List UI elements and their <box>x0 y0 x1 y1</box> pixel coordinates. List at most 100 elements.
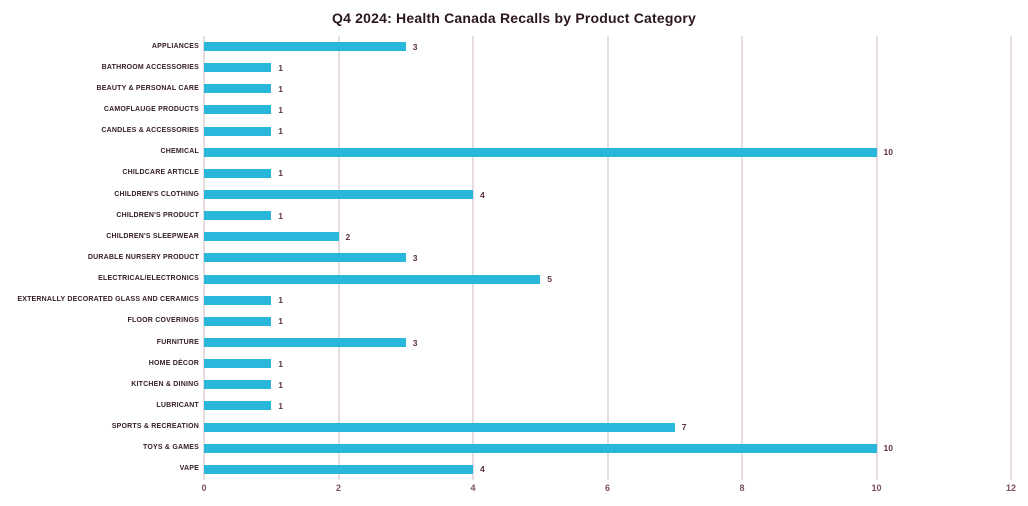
category-label: CHILDCARE ARTICLE <box>122 169 199 177</box>
category-label: CANDLES & ACCESSORIES <box>101 127 199 135</box>
category-label: CHILDREN'S SLEEPWEAR <box>106 232 199 240</box>
bar-row: EXTERNALLY DECORATED GLASS AND CERAMICS 1 <box>17 295 1011 306</box>
bar-row: HOME DÉCOR 1 <box>149 358 1011 369</box>
value-label: 1 <box>278 379 283 390</box>
bar-row: BEAUTY & PERSONAL CARE 1 <box>96 83 1011 94</box>
x-tick-label: 12 <box>1005 483 1017 493</box>
bar-row: CHEMICAL 10 <box>160 147 1011 158</box>
category-label: EXTERNALLY DECORATED GLASS AND CERAMICS <box>17 296 199 304</box>
category-label: FLOOR COVERINGS <box>127 317 199 325</box>
category-label: SPORTS & RECREATION <box>111 423 199 431</box>
category-label: APPLIANCES <box>151 42 199 50</box>
bar-row: APPLIANCES 3 <box>152 41 1011 52</box>
category-label: BATHROOM ACCESSORIES <box>101 63 199 71</box>
bar-row: ELECTRICAL/ELECTRONICS 5 <box>98 274 1011 285</box>
gridline-x-6 <box>606 36 609 480</box>
bar <box>204 253 406 263</box>
value-label: 1 <box>278 358 283 369</box>
bar-row: KITCHEN & DINING 1 <box>131 379 1011 390</box>
chart-title: Q4 2024: Health Canada Recalls by Produc… <box>331 10 696 26</box>
value-label: 10 <box>883 443 893 454</box>
value-label: 4 <box>480 464 485 475</box>
bar <box>204 42 406 52</box>
bar <box>204 126 272 136</box>
category-label: CHILDREN'S PRODUCT <box>116 211 199 219</box>
category-label: ELECTRICAL/ELECTRONICS <box>98 275 199 283</box>
category-label: DURABLE NURSERY PRODUCT <box>87 253 199 261</box>
bar-row: CANDLES & ACCESSORIES 1 <box>101 126 1011 137</box>
bar-row: CHILDREN'S CLOTHING 4 <box>114 189 1011 200</box>
bar <box>204 84 272 94</box>
bar <box>204 338 406 348</box>
x-tick-label: 4 <box>470 483 476 493</box>
bar <box>204 274 541 284</box>
bar <box>204 105 272 115</box>
value-label: 7 <box>681 422 687 433</box>
bar-row: CHILDREN'S PRODUCT 1 <box>116 210 1011 221</box>
bar-row: TOYS & GAMES 10 <box>143 443 1011 454</box>
value-label: 1 <box>278 316 283 327</box>
category-label: FURNITURE <box>156 338 199 346</box>
bar <box>204 380 272 390</box>
x-tick-label: 2 <box>335 483 342 493</box>
value-label: 3 <box>412 252 418 263</box>
value-label: 1 <box>278 62 283 73</box>
value-label: 1 <box>278 126 283 137</box>
bar <box>204 316 272 326</box>
plot-area: APPLIANCES 3 BATHROOM ACCESSORIES 1 BEAUTY &… <box>17 36 1012 480</box>
bar <box>204 147 877 157</box>
category-label: KITCHEN & DINING <box>131 380 199 388</box>
value-label: 10 <box>883 147 893 158</box>
bar-row: DURABLE NURSERY PRODUCT 3 <box>88 252 1011 263</box>
bar-row: CHILDREN'S SLEEPWEAR 2 <box>106 231 1011 242</box>
bar <box>204 464 473 474</box>
bar-row: CAMOFLAUGE PRODUCTS 1 <box>104 104 1011 115</box>
value-label: 2 <box>345 231 351 242</box>
x-tick-label: 6 <box>604 483 611 493</box>
category-label: CHEMICAL <box>160 148 199 156</box>
bar <box>204 401 272 411</box>
bar-row: VAPE 4 <box>180 464 1011 475</box>
value-label: 5 <box>547 274 552 285</box>
bar-row: CHILDCARE ARTICLE 1 <box>122 168 1011 179</box>
category-label: BEAUTY & PERSONAL CARE <box>96 84 199 92</box>
gridline-x-4 <box>472 36 474 480</box>
bar <box>204 168 272 178</box>
value-label: 1 <box>278 400 283 411</box>
bar-row: FLOOR COVERINGS 1 <box>128 316 1011 327</box>
value-label: 3 <box>412 41 418 52</box>
bar-row-group: APPLIANCES 3 BATHROOM ACCESSORIES 1 BEAUTY &… <box>17 36 1011 480</box>
category-label: TOYS & GAMES <box>143 444 199 452</box>
x-tick-label: 8 <box>739 483 745 493</box>
bar-row: SPORTS & RECREATION 7 <box>112 422 1011 433</box>
bar-row: LUBRICANT 1 <box>156 400 1011 411</box>
bar <box>204 211 272 221</box>
category-label: CAMOFLAUGE PRODUCTS <box>103 105 199 113</box>
gridline-x-12 <box>1010 36 1012 480</box>
bar <box>204 295 272 305</box>
category-label: LUBRICANT <box>156 401 199 409</box>
value-label: 3 <box>412 337 418 348</box>
x-tick-label: 10 <box>871 483 882 493</box>
x-tick-label: 0 <box>201 483 207 493</box>
category-label: HOME DÉCOR <box>148 359 199 367</box>
value-label: 1 <box>278 295 283 306</box>
value-label: 1 <box>278 104 283 115</box>
value-label: 4 <box>480 189 485 200</box>
bar-row: FURNITURE 3 <box>157 337 1011 348</box>
bar-row: BATHROOM ACCESSORIES 1 <box>102 62 1011 73</box>
bar <box>204 422 675 432</box>
value-label: 1 <box>278 168 283 179</box>
gridline-x-10 <box>875 36 878 480</box>
gridline-x-8 <box>741 36 743 480</box>
value-label: 1 <box>278 83 283 94</box>
bar <box>204 359 272 369</box>
value-label: 1 <box>278 210 283 221</box>
bar <box>204 190 473 200</box>
bar <box>204 63 272 73</box>
bar <box>204 232 339 242</box>
category-label: VAPE <box>179 465 199 473</box>
bar <box>204 443 877 453</box>
category-label: CHILDREN'S CLOTHING <box>114 190 199 198</box>
